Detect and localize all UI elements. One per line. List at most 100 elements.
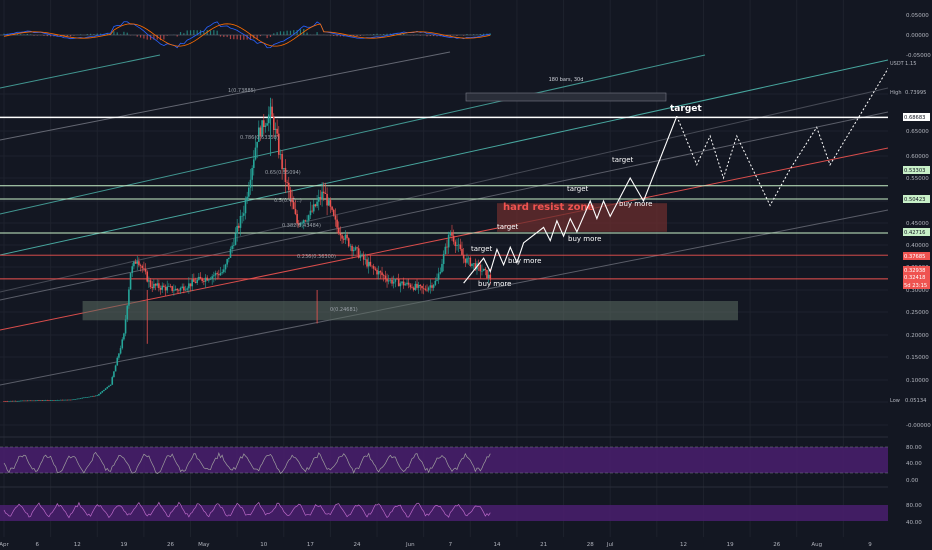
price-tag-box xyxy=(903,266,930,274)
macd-histogram-bar xyxy=(333,35,335,36)
macd-histogram-bar xyxy=(90,33,92,35)
candle-body xyxy=(69,399,72,401)
price-tag-label: USDT xyxy=(890,61,905,67)
candle-body xyxy=(362,254,365,260)
candle-body xyxy=(81,397,84,399)
candle-body xyxy=(387,280,390,282)
candle-body xyxy=(148,280,150,282)
candle-body xyxy=(271,106,273,117)
macd-histogram-bar xyxy=(96,33,98,35)
candle-body xyxy=(341,235,343,239)
candle-body xyxy=(352,249,355,252)
macd-histogram-bar xyxy=(399,34,401,35)
time-axis-tick: 28 xyxy=(587,542,594,548)
candle-body xyxy=(402,281,405,286)
candle-body xyxy=(246,196,248,200)
macd-histogram-bar xyxy=(249,35,252,41)
final-target-label: target xyxy=(670,104,702,114)
candle-body xyxy=(59,399,62,401)
candle-body xyxy=(374,268,377,270)
candle-body xyxy=(369,261,372,266)
range-label: 180 bars, 30d xyxy=(549,77,584,83)
price-tag: Low 0.05134 xyxy=(890,396,930,404)
macd-histogram-bar xyxy=(346,35,348,37)
macd-histogram-bar xyxy=(403,33,405,35)
candle-body xyxy=(391,279,393,284)
candle-body xyxy=(396,278,398,280)
candle-body xyxy=(133,261,135,267)
candle-body xyxy=(73,399,75,400)
candle-body xyxy=(131,266,134,273)
candle-body xyxy=(461,249,463,255)
macd-histogram-bar xyxy=(426,35,428,37)
candle-body xyxy=(126,305,129,320)
macd-histogram-bar xyxy=(233,35,235,40)
candle-body xyxy=(451,232,453,236)
candle-body xyxy=(459,244,462,250)
candle-body xyxy=(339,233,342,236)
candle-body xyxy=(474,263,477,270)
macd-histogram-bar xyxy=(106,33,108,35)
macd-histogram-bar xyxy=(299,29,302,35)
candle-body xyxy=(154,283,157,286)
macd-histogram-bar xyxy=(193,30,195,35)
candle-body xyxy=(361,254,363,256)
candle-body xyxy=(151,286,154,289)
time-axis-tick: 14 xyxy=(493,542,500,548)
candle-body xyxy=(199,276,202,279)
candle-body xyxy=(128,289,130,306)
candle-body xyxy=(114,365,117,372)
time-axis-tick: 17 xyxy=(307,542,314,548)
candle-body xyxy=(18,400,20,402)
candle-body xyxy=(371,265,373,267)
candle-body xyxy=(39,400,42,402)
channel-line xyxy=(0,51,451,141)
candle-body xyxy=(248,187,250,197)
macd-histogram-bar xyxy=(279,31,282,35)
candle-body xyxy=(228,257,230,260)
price-tag: 0.32938 xyxy=(903,266,930,274)
time-axis-tick: Apr xyxy=(0,542,9,548)
candle-body xyxy=(123,333,125,340)
time-axis-tick: Jul xyxy=(606,542,614,548)
macd-histogram-bar xyxy=(419,35,421,36)
macd-histogram-bar xyxy=(289,30,292,35)
candle-body xyxy=(349,245,352,247)
time-axis-tick: Jun xyxy=(405,542,415,548)
candle-body xyxy=(109,384,112,386)
candle-body xyxy=(324,193,327,194)
candle-body xyxy=(422,288,425,289)
candle-body xyxy=(266,123,268,126)
candle-body xyxy=(354,247,357,250)
fib-label: 1(0.73885) xyxy=(228,88,256,94)
stoch-pane xyxy=(0,501,888,521)
macd-histogram-bar xyxy=(176,35,178,37)
candle-body xyxy=(456,245,458,247)
macd-histogram-bar xyxy=(213,30,215,35)
price-tag-box xyxy=(904,59,930,67)
time-axis-tick: May xyxy=(198,542,210,548)
candle-body xyxy=(171,286,174,291)
candle-body xyxy=(394,278,397,282)
candle-body xyxy=(66,399,69,401)
candle-body xyxy=(206,277,208,281)
candle-body xyxy=(28,400,30,402)
candle-body xyxy=(34,400,37,402)
candle-body xyxy=(444,246,447,255)
candle-body xyxy=(83,397,85,399)
candle-body xyxy=(261,120,263,137)
candle-body xyxy=(442,254,445,264)
fib-label: 0.236(0.36300) xyxy=(297,254,336,260)
candle-body xyxy=(176,288,178,291)
candle-body xyxy=(91,396,94,397)
candle-body xyxy=(294,208,297,215)
price-axis-tick: 0.15000 xyxy=(906,355,929,361)
candle-body xyxy=(379,271,382,273)
fib-label: 0(0.24681) xyxy=(330,307,358,313)
candle-body xyxy=(99,392,102,395)
macd-histogram-bar xyxy=(473,34,475,35)
macd-axis-tick: -0.05000 xyxy=(906,53,931,59)
candle-body xyxy=(331,206,333,210)
macd-histogram-bar xyxy=(429,35,431,37)
